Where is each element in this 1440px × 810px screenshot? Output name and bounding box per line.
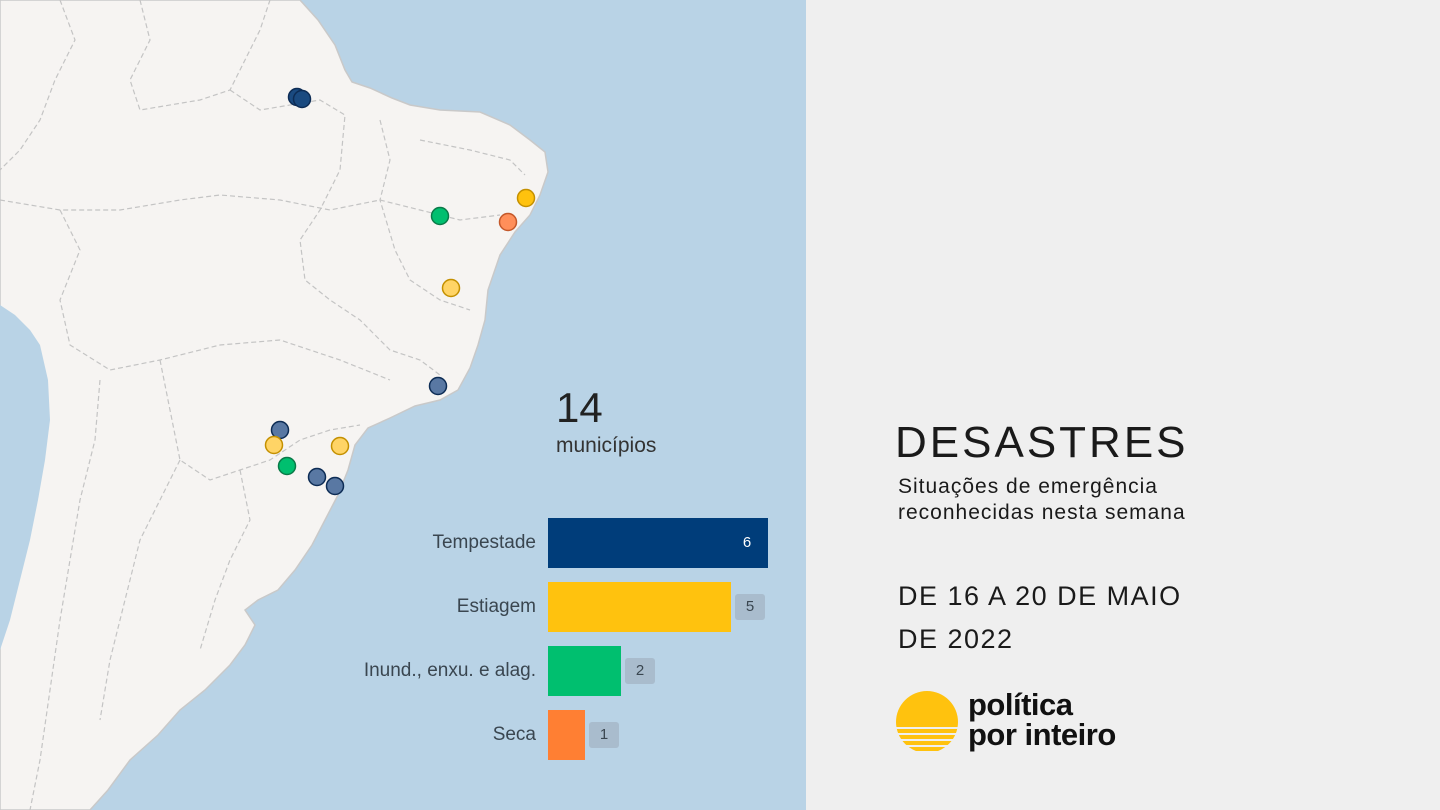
municipality-count: 14: [556, 384, 603, 431]
date-range: DE 16 A 20 DE MAIO DE 2022: [898, 581, 1182, 654]
logo-line-1: política: [968, 687, 1073, 722]
south-america-map: [0, 0, 549, 810]
state-borders: [0, 0, 526, 810]
bar-value-label: 5: [735, 594, 765, 620]
logo-line-2: por inteiro: [968, 717, 1116, 752]
page-title: DESASTRES: [895, 418, 1189, 467]
bar[interactable]: [548, 646, 621, 696]
bar[interactable]: [548, 582, 731, 632]
bar[interactable]: [548, 710, 585, 760]
bar-label: Tempestade: [432, 532, 536, 553]
page-subtitle: Situações de emergência reconhecidas nes…: [898, 475, 1186, 524]
coast-left: [0, 305, 50, 650]
bar-label: Seca: [492, 724, 536, 745]
land-mass: [0, 0, 549, 810]
bar-value-label: 2: [625, 658, 655, 684]
municipality-count-label: municípios: [556, 434, 657, 457]
bar-value-label: 6: [742, 534, 752, 551]
bar-label: Inund., enxu. e alag.: [363, 660, 536, 681]
bar-value-label: 1: [589, 722, 619, 748]
bar-label: Estiagem: [456, 596, 536, 617]
markers: [264, 87, 536, 496]
info-panel: [806, 0, 1440, 810]
sun-logo-icon: [896, 691, 958, 751]
map-panel[interactable]: 14 municípios Tempestade 6 Estiagem 5 Inund.…: [0, 0, 806, 810]
bar[interactable]: [548, 518, 768, 568]
brand-logo-text: política por inteiro: [968, 687, 1116, 752]
